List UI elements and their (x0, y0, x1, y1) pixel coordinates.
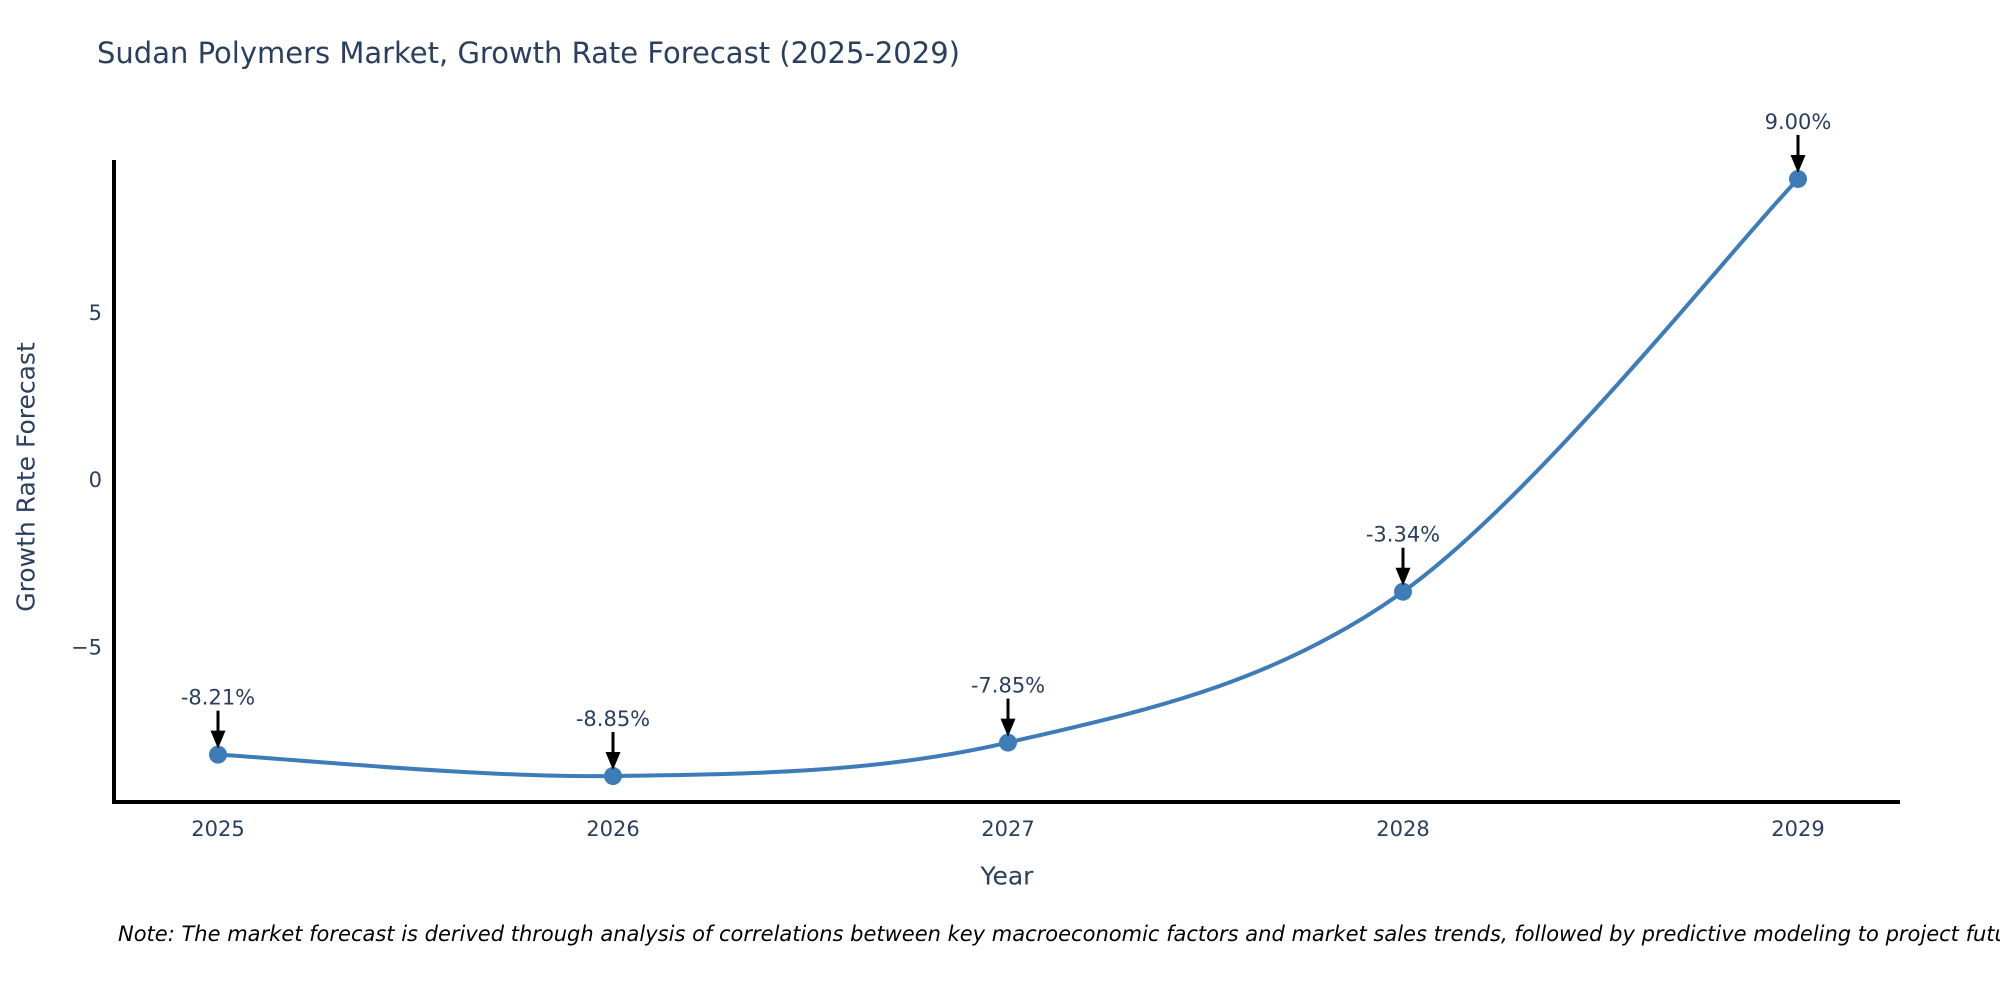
annotation-label: -8.85% (576, 707, 650, 731)
annotation-label: -7.85% (971, 674, 1045, 698)
y-axis-title: Growth Rate Forecast (11, 342, 41, 612)
data-point-marker (604, 767, 622, 786)
x-tick-label: 2028 (1376, 817, 1429, 841)
chart-title: Sudan Polymers Market, Growth Rate Forec… (97, 36, 960, 70)
x-tick-label: 2027 (981, 817, 1034, 841)
y-tick-label: −5 (71, 635, 102, 659)
x-tick-label: 2026 (586, 817, 639, 841)
chart-footnote: Note: The market forecast is derived thr… (118, 922, 2000, 946)
x-axis-title: Year (980, 861, 1034, 891)
annotation-label: -8.21% (181, 686, 255, 710)
annotation-arrow-head (1790, 154, 1806, 173)
x-tick-label: 2025 (191, 817, 244, 841)
annotation-label: -3.34% (1366, 523, 1440, 547)
data-point-marker (1394, 582, 1412, 601)
line-series-path (216, 176, 1800, 779)
y-tick-label: 5 (89, 301, 102, 325)
annotation-label: 9.00% (1765, 110, 1832, 134)
annotation-arrow-head (1000, 718, 1016, 737)
data-point-marker (209, 745, 227, 764)
data-point-marker (1789, 169, 1807, 188)
x-tick-label: 2029 (1771, 817, 1824, 841)
annotation-arrow-head (1395, 567, 1411, 586)
data-point-marker (999, 733, 1017, 752)
annotation-arrow-head (605, 752, 621, 771)
y-tick-label: 0 (89, 468, 102, 492)
annotation-arrow-head (210, 730, 226, 749)
